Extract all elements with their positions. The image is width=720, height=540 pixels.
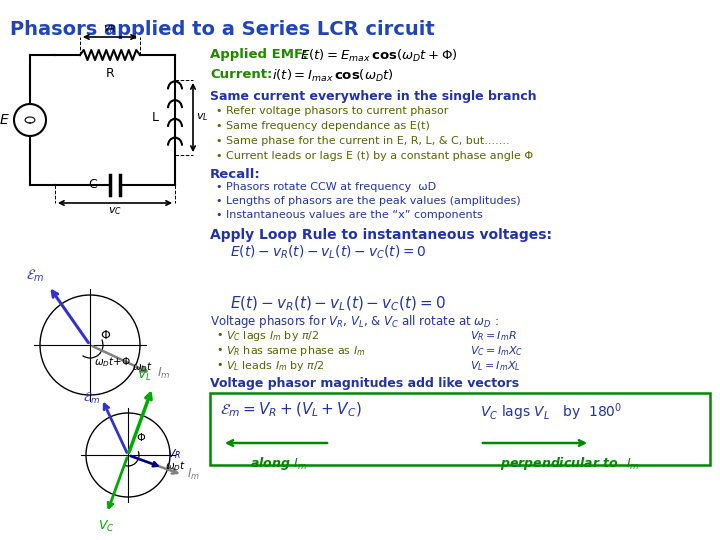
Text: $\Phi$: $\Phi$	[136, 431, 146, 443]
Text: • Phasors rotate CCW at frequency  ωD: • Phasors rotate CCW at frequency ωD	[216, 182, 436, 192]
Text: $V_C = I_m X_C$: $V_C = I_m X_C$	[470, 344, 523, 358]
Text: $V_C$: $V_C$	[99, 519, 115, 535]
Text: • $V_L$ leads $I_m$ by $\pi$/2: • $V_L$ leads $I_m$ by $\pi$/2	[216, 359, 325, 373]
Text: Apply Loop Rule to instantaneous voltages:: Apply Loop Rule to instantaneous voltage…	[210, 228, 552, 242]
Text: • Current leads or lags E (t) by a constant phase angle Φ: • Current leads or lags E (t) by a const…	[216, 151, 533, 161]
Text: $\mathit{E}$: $\mathit{E}$	[0, 113, 10, 127]
Text: • Instantaneous values are the “x” components: • Instantaneous values are the “x” compo…	[216, 210, 482, 220]
Text: L: L	[152, 111, 159, 124]
Text: $v_R$: $v_R$	[104, 23, 117, 35]
Text: $\omega_D t{+}\Phi$: $\omega_D t{+}\Phi$	[94, 355, 131, 369]
Text: $\omega_D t$: $\omega_D t$	[132, 360, 153, 374]
Text: • Same phase for the current in E, R, L, & C, but.......: • Same phase for the current in E, R, L,…	[216, 136, 510, 146]
Text: C: C	[89, 179, 97, 192]
Text: $V_L$: $V_L$	[137, 368, 151, 383]
Text: $I_m$: $I_m$	[186, 467, 199, 482]
Text: $V_C$ lags $V_L$   by  $180^0$: $V_C$ lags $V_L$ by $180^0$	[480, 401, 622, 423]
Text: • $V_C$ lags $I_m$ by $\pi$/2: • $V_C$ lags $I_m$ by $\pi$/2	[216, 329, 319, 343]
Text: along $\mathit{I}_m$: along $\mathit{I}_m$	[250, 455, 307, 472]
Text: $E(t) - v_R(t) - v_L(t) - v_C(t) = 0$: $E(t) - v_R(t) - v_L(t) - v_C(t) = 0$	[230, 244, 426, 261]
Text: • Refer voltage phasors to current phasor: • Refer voltage phasors to current phaso…	[216, 106, 449, 116]
Text: Voltage phasors for $V_R$, $V_L$, & $V_C$ all rotate at $\omega_D$ :: Voltage phasors for $V_R$, $V_L$, & $V_C…	[210, 313, 499, 330]
Text: Applied EMF:: Applied EMF:	[210, 48, 307, 61]
Text: Phasors applied to a Series LCR circuit: Phasors applied to a Series LCR circuit	[10, 20, 435, 39]
Text: $V_L = I_m X_L$: $V_L = I_m X_L$	[470, 359, 521, 373]
Text: $\mathcal{E}_m = V_R + (V_L + V_C)$: $\mathcal{E}_m = V_R + (V_L + V_C)$	[220, 401, 361, 420]
Text: Current:: Current:	[210, 68, 272, 81]
Text: Same current everywhere in the single branch: Same current everywhere in the single br…	[210, 90, 536, 103]
Text: • Lengths of phasors are the peak values (amplitudes): • Lengths of phasors are the peak values…	[216, 196, 521, 206]
Text: $v_C$: $v_C$	[108, 205, 122, 217]
Text: $I_m$: $I_m$	[157, 366, 170, 381]
Text: $\Phi$: $\Phi$	[100, 329, 111, 342]
Text: $E(t) - v_R(t) - v_L(t) - v_C(t) = 0$: $E(t) - v_R(t) - v_L(t) - v_C(t) = 0$	[230, 295, 446, 313]
Text: • Same frequency dependance as E(t): • Same frequency dependance as E(t)	[216, 121, 430, 131]
Text: $V_R$: $V_R$	[167, 448, 181, 462]
Text: $\mathcal{E}_m$: $\mathcal{E}_m$	[26, 268, 45, 284]
Text: $\omega_D t$: $\omega_D t$	[165, 459, 186, 473]
FancyBboxPatch shape	[210, 393, 710, 465]
Text: $v_L$: $v_L$	[196, 112, 209, 124]
Text: $\mathcal{E}_m$: $\mathcal{E}_m$	[83, 392, 100, 407]
Text: perpendicular to  $\mathit{I}_m$: perpendicular to $\mathit{I}_m$	[500, 455, 639, 472]
Text: Voltage phasor magnitudes add like vectors: Voltage phasor magnitudes add like vecto…	[210, 377, 519, 390]
Text: Recall:: Recall:	[210, 168, 261, 181]
Text: $i(t) = I_{max}\,\mathbf{cos}(\omega_D t)$: $i(t) = I_{max}\,\mathbf{cos}(\omega_D t…	[272, 68, 394, 84]
Text: • $V_R$ has same phase as $I_m$: • $V_R$ has same phase as $I_m$	[216, 344, 366, 358]
Text: R: R	[106, 67, 114, 80]
Text: $E(t) = E_{max}\,\mathbf{cos}(\omega_D t + \Phi)$: $E(t) = E_{max}\,\mathbf{cos}(\omega_D t…	[300, 48, 458, 64]
Text: $V_R = I_m R$: $V_R = I_m R$	[470, 329, 517, 343]
